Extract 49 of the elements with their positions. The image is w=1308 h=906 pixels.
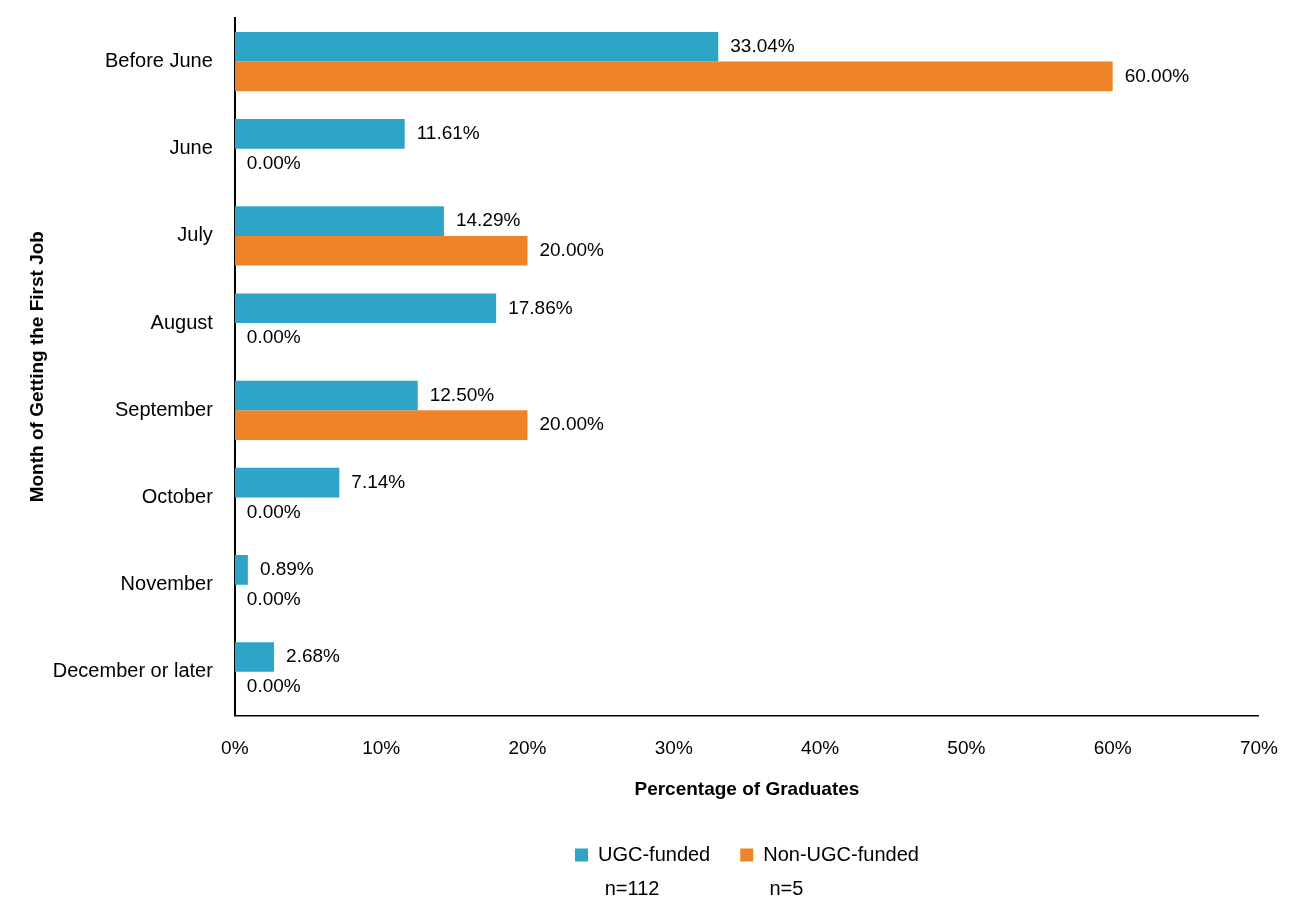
y-tick-label: July bbox=[177, 223, 213, 246]
text: n=5 bbox=[769, 877, 804, 900]
data-label: 60.00% bbox=[1124, 64, 1190, 86]
data-label: 11.61% bbox=[416, 122, 480, 144]
x-axis-title: Percentage of Graduates bbox=[634, 777, 860, 799]
legend-label: UGC-funded bbox=[597, 842, 711, 865]
data-label: 14.29% bbox=[455, 209, 521, 231]
data-label: 12.50% bbox=[429, 383, 495, 405]
data-label: 0.00% bbox=[246, 587, 301, 609]
data-label: 20.00% bbox=[539, 413, 605, 435]
data-label: 20.00% bbox=[539, 238, 605, 260]
data-label: 2.68% bbox=[286, 645, 341, 667]
data-label: 7.14% bbox=[351, 470, 406, 492]
x-tick-label: 0% bbox=[221, 737, 249, 759]
x-tick-label: 20% bbox=[508, 737, 547, 759]
y-tick-label: December or later bbox=[52, 659, 214, 682]
y-axis-title: Month of Getting the First Job bbox=[25, 231, 47, 503]
bar bbox=[234, 410, 528, 440]
x-tick-label: 40% bbox=[801, 737, 840, 759]
legend-label: Non-UGC-funded bbox=[763, 842, 919, 865]
data-label: 17.86% bbox=[508, 296, 573, 318]
data-label: 0.00% bbox=[246, 500, 301, 522]
x-tick-label: 60% bbox=[1093, 737, 1132, 759]
data-label: 0.00% bbox=[246, 326, 301, 348]
data-label: 0.89% bbox=[259, 558, 314, 580]
text: n=112 bbox=[604, 877, 660, 900]
y-tick-label: October bbox=[141, 484, 214, 507]
y-tick-label: November bbox=[120, 572, 214, 595]
bar bbox=[234, 206, 444, 236]
y-tick-label: Before June bbox=[105, 49, 213, 72]
data-label: 0.00% bbox=[246, 674, 301, 696]
bar bbox=[234, 119, 405, 149]
x-tick-label: 50% bbox=[947, 737, 986, 759]
bar bbox=[234, 467, 340, 498]
bar bbox=[234, 235, 528, 266]
y-tick-label: June bbox=[169, 136, 213, 159]
data-label: 0.00% bbox=[246, 151, 301, 173]
bar bbox=[234, 642, 275, 672]
bar bbox=[234, 380, 418, 411]
y-tick-label: August bbox=[150, 310, 214, 333]
y-tick-label: September bbox=[115, 397, 214, 420]
bar bbox=[234, 31, 719, 62]
x-tick-label: 30% bbox=[654, 737, 693, 759]
bar bbox=[234, 293, 497, 324]
x-tick-label: 10% bbox=[362, 737, 401, 759]
bar bbox=[234, 61, 1113, 92]
bar bbox=[234, 555, 248, 585]
x-tick-label: 70% bbox=[1239, 737, 1279, 759]
data-label: 33.04% bbox=[730, 35, 795, 56]
